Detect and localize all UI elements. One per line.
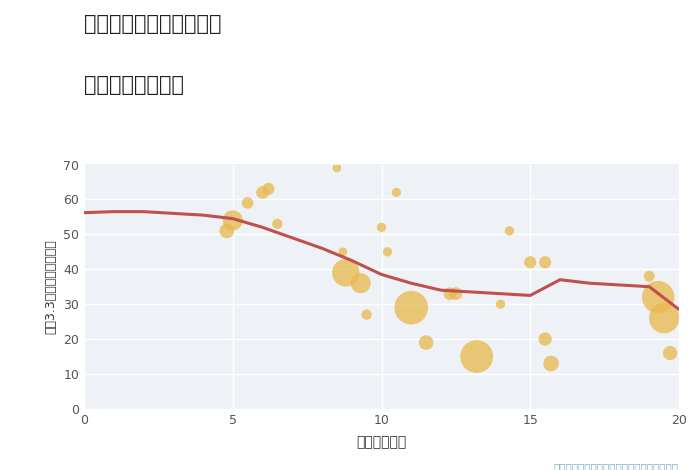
Point xyxy=(337,248,349,256)
Point xyxy=(495,300,506,308)
Point xyxy=(355,280,366,287)
Point xyxy=(340,269,351,276)
Point xyxy=(376,224,387,231)
Point xyxy=(525,258,536,266)
Text: 神奈川県伊勢原市笠窪の: 神奈川県伊勢原市笠窪の xyxy=(84,14,221,34)
Point xyxy=(504,227,515,235)
Point xyxy=(257,188,268,196)
Point xyxy=(331,164,342,172)
X-axis label: 駅距離（分）: 駅距離（分） xyxy=(356,435,407,449)
Point xyxy=(272,220,283,227)
Y-axis label: 坪（3.3㎡）単価（万円）: 坪（3.3㎡）単価（万円） xyxy=(45,239,57,334)
Point xyxy=(382,248,393,256)
Point xyxy=(406,304,417,312)
Point xyxy=(263,185,274,193)
Text: 駅距離別土地価格: 駅距離別土地価格 xyxy=(84,75,184,95)
Point xyxy=(242,199,253,207)
Point xyxy=(361,311,372,318)
Text: 円の大きさは、取引のあった物件面積を示す: 円の大きさは、取引のあった物件面積を示す xyxy=(554,462,679,470)
Point xyxy=(450,290,461,298)
Point xyxy=(221,227,232,235)
Point xyxy=(471,353,482,360)
Point xyxy=(391,188,402,196)
Point xyxy=(659,314,670,322)
Point xyxy=(444,290,456,298)
Point xyxy=(540,335,551,343)
Point xyxy=(227,217,238,224)
Point xyxy=(540,258,551,266)
Point xyxy=(644,273,655,280)
Point xyxy=(545,360,557,367)
Point xyxy=(421,339,432,346)
Point xyxy=(664,349,676,357)
Point xyxy=(652,293,664,301)
